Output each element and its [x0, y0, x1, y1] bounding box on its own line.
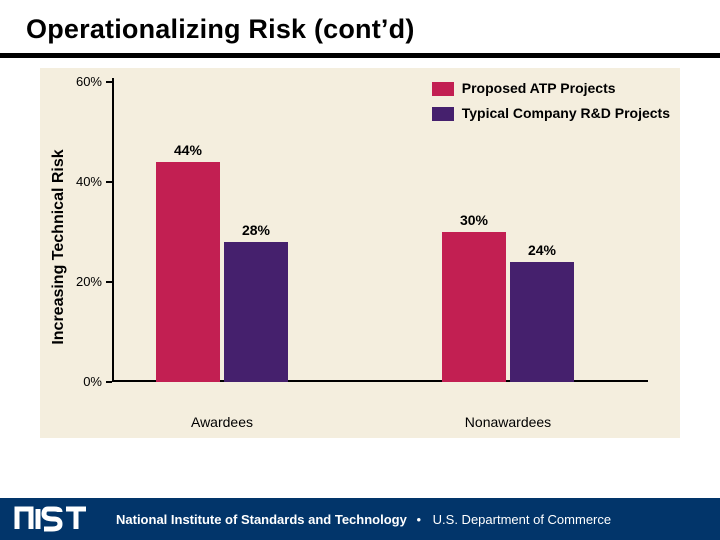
category-label: Nonawardees	[458, 414, 558, 430]
bar	[224, 242, 288, 382]
y-axis-label: Increasing Technical Risk	[44, 108, 64, 368]
y-tick-label: 0%	[60, 374, 102, 389]
bar-value-label: 28%	[226, 222, 286, 238]
bars-container: 44% 28% 30% 24%	[112, 82, 648, 382]
y-tick-label: 40%	[60, 174, 102, 189]
bar	[510, 262, 574, 382]
footer-text: National Institute of Standards and Tech…	[116, 512, 611, 527]
y-tick-label: 60%	[60, 74, 102, 89]
category-label: Awardees	[172, 414, 272, 430]
bar	[156, 162, 220, 382]
y-tick-label: 20%	[60, 274, 102, 289]
bar-value-label: 24%	[512, 242, 572, 258]
footer-org-primary: National Institute of Standards and Tech…	[116, 512, 407, 527]
footer-org-secondary: U.S. Department of Commerce	[433, 512, 611, 527]
nist-logo	[14, 506, 102, 532]
footer-bar: National Institute of Standards and Tech…	[0, 498, 720, 540]
slide-title: Operationalizing Risk (cont’d)	[26, 14, 694, 45]
title-underline	[0, 53, 720, 58]
footer-separator: •	[410, 512, 429, 527]
bar-value-label: 44%	[158, 142, 218, 158]
plot-area: 0%20%40%60% 44%28%30%24%	[112, 82, 648, 382]
chart-area: Increasing Technical Risk Proposed ATP P…	[40, 68, 680, 438]
bar	[442, 232, 506, 382]
bar-value-label: 30%	[444, 212, 504, 228]
